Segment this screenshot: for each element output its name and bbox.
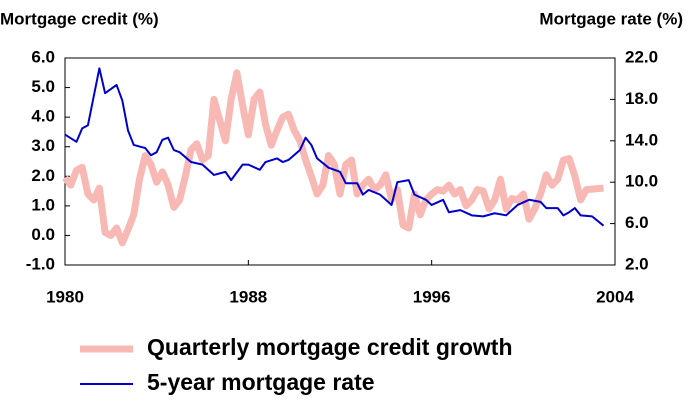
- y2-tick-label: 22.0: [625, 47, 658, 66]
- y-tick-label: 4.0: [31, 107, 55, 126]
- series-line: [64, 67, 605, 227]
- y-tick-label: 3.0: [31, 136, 55, 155]
- y-tick-label: 2.0: [31, 166, 55, 185]
- y2-tick-label: 14.0: [625, 130, 658, 149]
- y2-tick-label: 2.0: [625, 254, 649, 273]
- x-tick-label: 1980: [46, 287, 84, 306]
- plot-frame: [64, 57, 616, 266]
- series-line: [62, 69, 604, 247]
- y-tick-label: 1.0: [31, 195, 55, 214]
- y2-axis-title: Mortgage rate (%): [539, 9, 683, 28]
- y-tick-label: -1.0: [26, 254, 55, 273]
- x-tick-label: 1988: [229, 287, 267, 306]
- y2-tick-label: 6.0: [625, 213, 649, 232]
- x-tick-label: 1996: [413, 287, 451, 306]
- y-tick-label: 0.0: [31, 225, 55, 244]
- legend-label: 5-year mortgage rate: [147, 369, 375, 395]
- y2-tick-label: 10.0: [625, 172, 658, 191]
- legend-label: Quarterly mortgage credit growth: [147, 334, 513, 360]
- x-tick-label: 2004: [596, 287, 634, 306]
- y-tick-label: 5.0: [31, 77, 55, 96]
- y-axis-title: Mortgage credit (%): [0, 9, 159, 28]
- y2-tick-label: 18.0: [625, 89, 658, 108]
- y-tick-label: 6.0: [31, 47, 55, 66]
